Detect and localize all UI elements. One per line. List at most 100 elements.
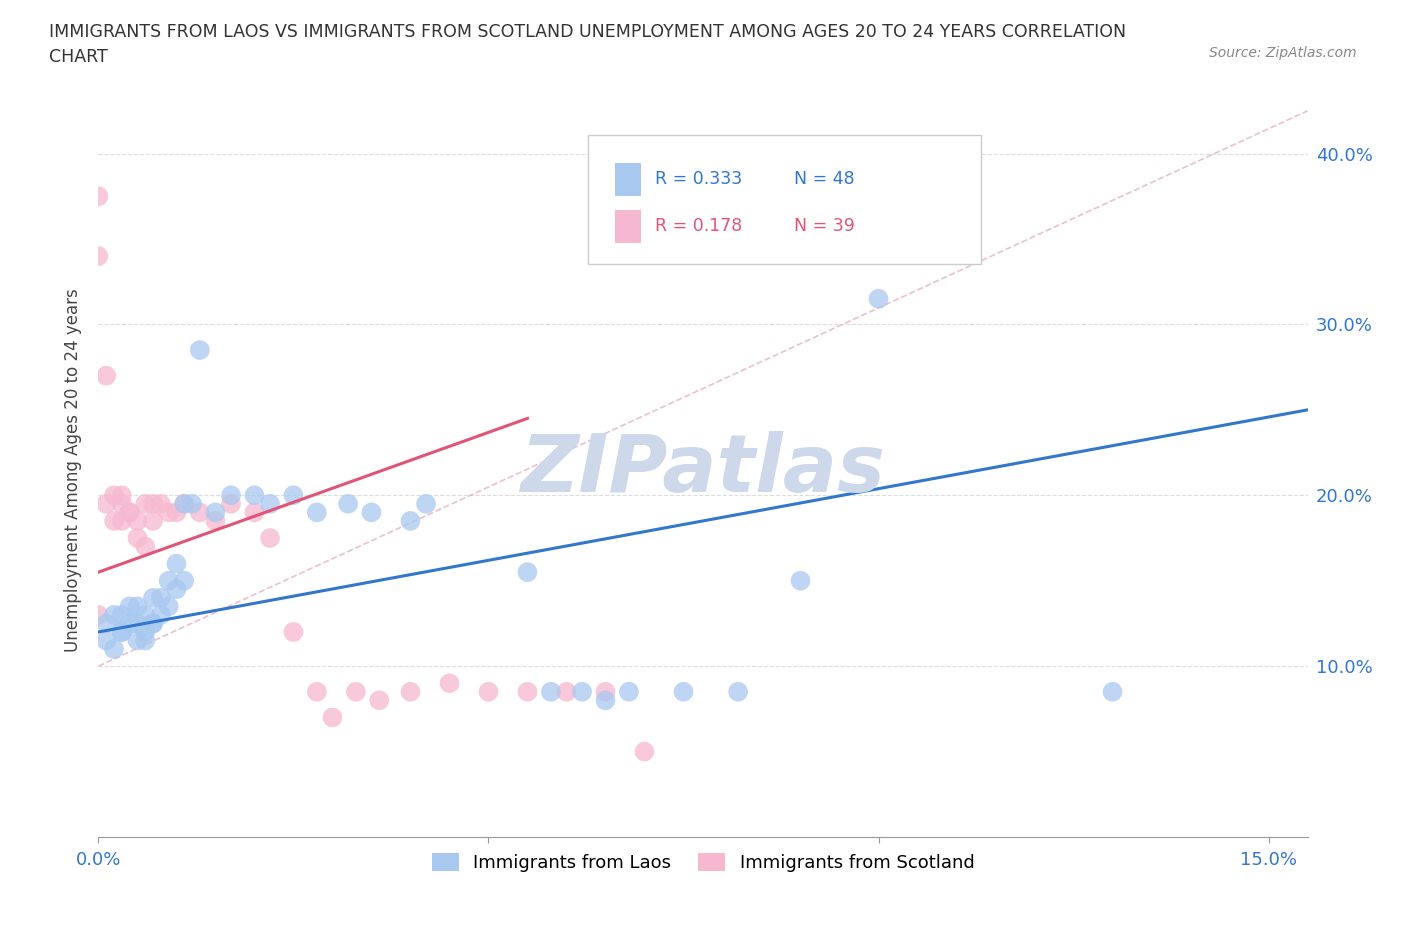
Point [142, 616, 165, 631]
Point [103, 642, 125, 657]
Point [672, 684, 695, 699]
Point [727, 684, 749, 699]
Point [305, 505, 328, 520]
Text: IMMIGRANTS FROM LAOS VS IMMIGRANTS FROM SCOTLAND UNEMPLOYMENT AMONG AGES 20 TO 2: IMMIGRANTS FROM LAOS VS IMMIGRANTS FROM … [49, 23, 1126, 41]
Point [118, 505, 141, 520]
Point [283, 625, 305, 640]
Point [142, 591, 165, 605]
FancyBboxPatch shape [588, 136, 981, 264]
Point [204, 513, 226, 528]
Y-axis label: Unemployment Among Ages 20 to 24 years: Unemployment Among Ages 20 to 24 years [65, 287, 83, 652]
Text: ZIPatlas: ZIPatlas [520, 431, 886, 509]
Point [789, 573, 811, 588]
Point [127, 530, 149, 545]
Point [516, 684, 538, 699]
Point [87, 607, 110, 622]
Point [96, 497, 118, 512]
Point [305, 684, 328, 699]
Point [134, 497, 156, 512]
Point [142, 497, 165, 512]
Point [283, 488, 305, 503]
Point [111, 497, 134, 512]
Point [477, 684, 499, 699]
Point [118, 616, 141, 631]
Point [96, 633, 118, 648]
Text: CHART: CHART [49, 48, 108, 66]
Point [127, 633, 149, 648]
Point [87, 189, 110, 204]
Point [96, 616, 118, 631]
Point [134, 607, 156, 622]
Point [103, 513, 125, 528]
Text: Source: ZipAtlas.com: Source: ZipAtlas.com [1209, 46, 1357, 60]
Point [259, 497, 281, 512]
Point [134, 633, 156, 648]
Point [633, 744, 655, 759]
Point [204, 505, 226, 520]
Point [111, 513, 134, 528]
Point [415, 497, 437, 512]
Point [157, 573, 180, 588]
Bar [614, 164, 641, 196]
Legend: Immigrants from Laos, Immigrants from Scotland: Immigrants from Laos, Immigrants from Sc… [425, 845, 981, 880]
Point [188, 505, 211, 520]
Point [181, 497, 204, 512]
Point [360, 505, 382, 520]
Point [595, 684, 617, 699]
Point [142, 616, 165, 631]
Point [165, 556, 187, 571]
Point [399, 684, 422, 699]
Point [134, 539, 156, 554]
Point [165, 582, 187, 597]
Point [555, 684, 578, 699]
Point [321, 710, 343, 724]
Point [344, 684, 367, 699]
Text: R = 0.178: R = 0.178 [655, 217, 742, 234]
Point [243, 505, 266, 520]
Point [111, 488, 134, 503]
Point [516, 565, 538, 579]
Text: R = 0.333: R = 0.333 [655, 170, 742, 189]
Point [1101, 684, 1123, 699]
Point [595, 693, 617, 708]
Point [134, 625, 156, 640]
Point [219, 497, 242, 512]
Point [142, 513, 165, 528]
Point [868, 291, 890, 306]
Point [571, 684, 593, 699]
Point [259, 530, 281, 545]
Point [173, 573, 195, 588]
Point [87, 248, 110, 263]
Point [118, 599, 141, 614]
Bar [614, 210, 641, 244]
Point [118, 505, 141, 520]
Point [127, 513, 149, 528]
Point [111, 607, 134, 622]
Point [111, 625, 134, 640]
Point [439, 676, 461, 691]
Point [157, 599, 180, 614]
Text: N = 48: N = 48 [793, 170, 855, 189]
Point [399, 513, 422, 528]
Point [103, 607, 125, 622]
Point [617, 684, 640, 699]
Point [149, 497, 172, 512]
Point [337, 497, 360, 512]
Point [188, 342, 211, 357]
Point [165, 505, 187, 520]
Point [149, 607, 172, 622]
Point [219, 488, 242, 503]
Point [157, 505, 180, 520]
Point [127, 599, 149, 614]
Point [96, 368, 118, 383]
Point [111, 625, 134, 640]
Point [127, 616, 149, 631]
Text: N = 39: N = 39 [793, 217, 855, 234]
Point [368, 693, 391, 708]
Point [173, 497, 195, 512]
Point [243, 488, 266, 503]
Point [540, 684, 562, 699]
Point [103, 488, 125, 503]
Point [149, 591, 172, 605]
Point [173, 497, 195, 512]
